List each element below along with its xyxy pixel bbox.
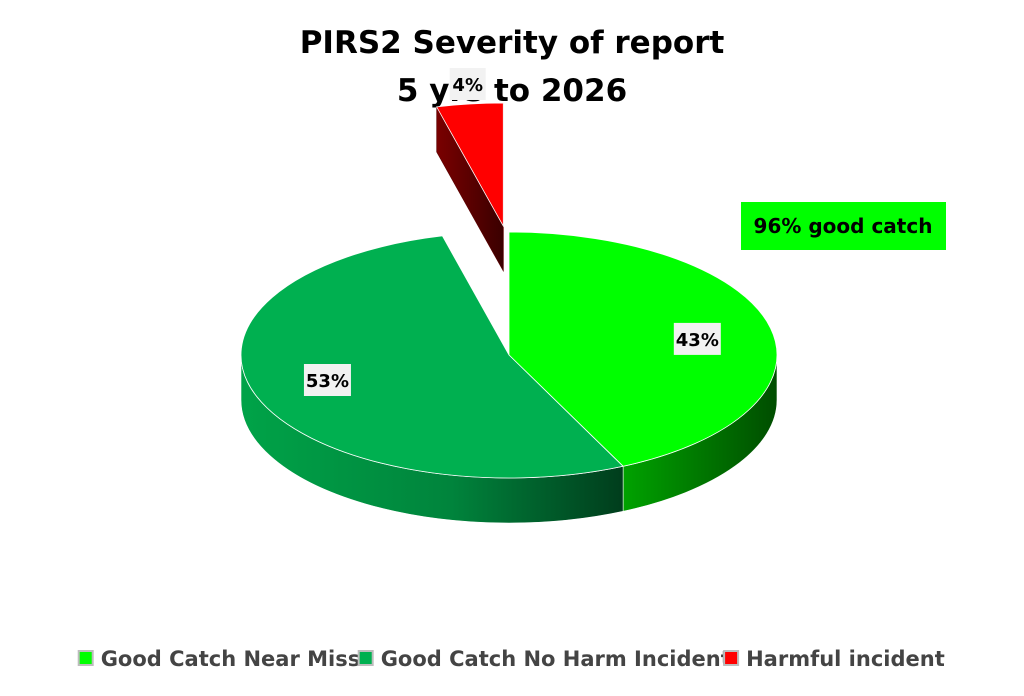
pie-tops <box>240 102 778 479</box>
pie-slice-good-catch-no-harm-incident <box>240 235 624 479</box>
data-label-box <box>303 363 351 396</box>
legend-label: Good Catch No Harm Incident <box>381 647 731 671</box>
data-label-good-catch-no-harm-incident: 53% <box>303 363 351 396</box>
data-label-box <box>673 322 721 355</box>
data-label-harmful-incident: 4% <box>449 67 486 100</box>
pie-slice-good-catch-near-miss <box>508 231 778 467</box>
chart-subtitle: 5 yrs to 2026 <box>397 73 627 109</box>
data-label-good-catch-near-miss: 43% <box>673 322 721 355</box>
legend-swatch <box>357 650 374 666</box>
legend-item-good-catch-near-miss: Good Catch Near Miss <box>77 647 361 671</box>
data-labels: 43% 53% 4% <box>303 67 721 396</box>
data-label-text: 53% <box>306 371 349 392</box>
legend-swatch <box>723 650 740 666</box>
legend-swatch <box>77 650 94 666</box>
callout-box <box>741 202 946 250</box>
pie-group <box>240 102 778 524</box>
good-catch-callout: 96% good catch <box>741 202 946 250</box>
legend: Good Catch Near Miss Good Catch No Harm I… <box>77 647 945 671</box>
pie-slice-harmful-incident <box>436 102 504 228</box>
legend-item-good-catch-no-harm-incident: Good Catch No Harm Incident <box>357 647 731 671</box>
data-label-text: 43% <box>676 330 719 351</box>
legend-label: Good Catch Near Miss <box>101 647 361 671</box>
callout-text: 96% good catch <box>754 214 933 238</box>
chart-title: PIRS2 Severity of report <box>300 25 725 61</box>
legend-item-harmful-incident: Harmful incident <box>723 647 945 671</box>
data-label-box <box>449 67 486 100</box>
legend-label: Harmful incident <box>746 647 945 671</box>
data-label-text: 4% <box>452 75 483 96</box>
